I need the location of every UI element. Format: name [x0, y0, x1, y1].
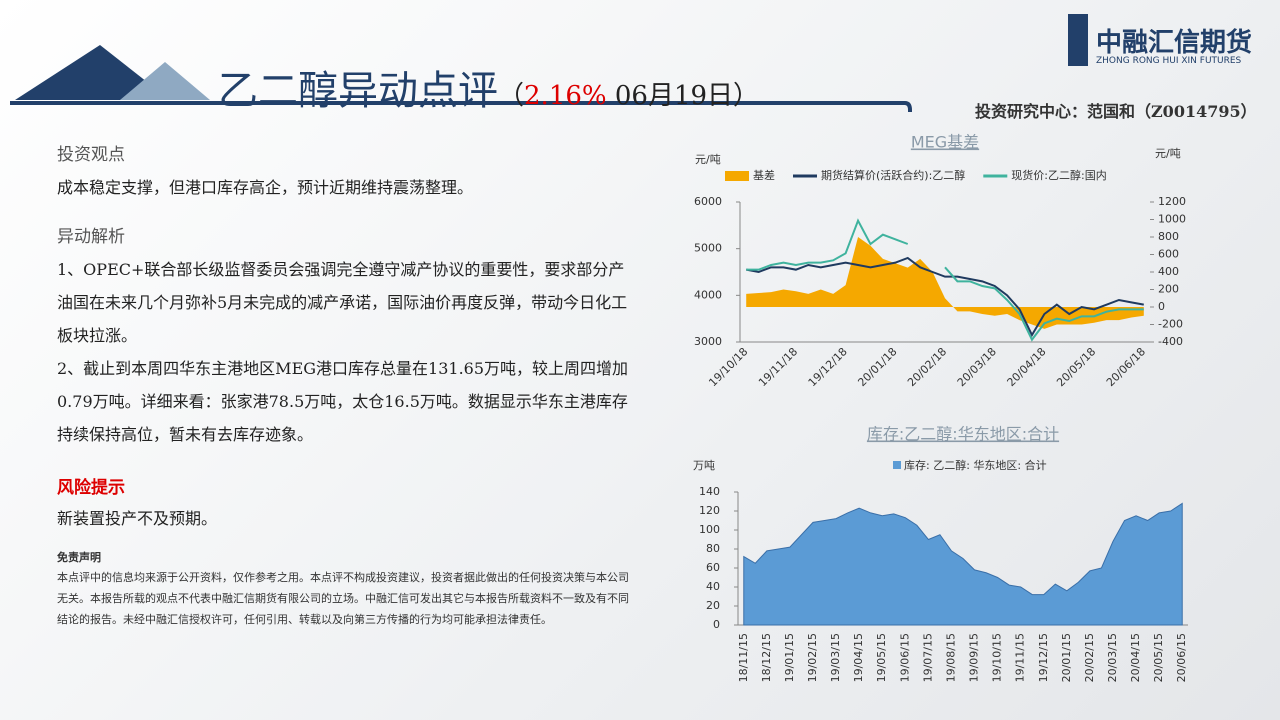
y-tick-label: 140: [699, 485, 720, 498]
logo-cn: 中融汇信期货: [1096, 28, 1253, 58]
y-tick-label: 0: [713, 618, 720, 631]
x-tick-label: 18/11/15: [737, 633, 750, 682]
legend-label: 库存: 乙二醇: 华东地区: 合计: [904, 458, 1047, 472]
y2-tick-label: 600: [1158, 248, 1179, 261]
paragraph: 新装置投产不及预期。: [57, 509, 218, 528]
x-tick-label: 19/10/18: [706, 345, 750, 389]
x-tick-label: 20/05/18: [1054, 345, 1098, 389]
x-tick-label: 19/05/15: [875, 633, 888, 682]
x-tick-label: 19/01/15: [783, 633, 796, 682]
section-title: 投资观点: [57, 145, 125, 165]
body: 投资观点 成本稳定支撑，但港口库存高企，预计近期维持震荡整理。 异动解析 1、O…: [57, 140, 632, 630]
deco: [15, 45, 170, 100]
x-tick-label: 19/11/15: [1014, 633, 1027, 682]
paragraph: 2、截止到本周四华东主港地区MEG港口库存总量在131.65万吨，较上周四增加0…: [57, 359, 629, 444]
legend-label: 基差: [753, 168, 775, 182]
y-axis-label: 万吨: [693, 459, 715, 472]
y-tick-label: 120: [699, 504, 720, 517]
section-title: 风险提示: [57, 478, 125, 498]
y-tick-label: 40: [706, 580, 720, 593]
y2-tick-label: 1200: [1158, 195, 1186, 208]
x-tick-label: 19/12/18: [806, 345, 850, 389]
y2-tick-label: 400: [1158, 265, 1179, 278]
area: [746, 237, 1144, 329]
header-line: [10, 101, 912, 112]
x-tick-label: 19/07/15: [921, 633, 934, 682]
line: [746, 218, 1144, 342]
x-tick-label: 19/11/18: [756, 345, 800, 389]
disclaimer: 本点评中的信息均来源于公开资料，仅作参考之用。本点评不构成投资建议，投资者据此做…: [57, 571, 629, 626]
y2-tick-label: -200: [1158, 318, 1183, 331]
x-tick-label: 18/12/15: [760, 633, 773, 682]
y-tick-label: 80: [706, 542, 720, 555]
x-tick-label: 20/02/15: [1083, 633, 1096, 682]
y-tick-label: 100: [699, 523, 720, 536]
y2-tick-label: 200: [1158, 283, 1179, 296]
x-tick-label: 20/04/15: [1129, 633, 1142, 682]
y2-tick-label: -400: [1158, 335, 1183, 348]
x-tick-label: 20/03/18: [955, 345, 999, 389]
legend-swatch: [725, 171, 749, 181]
y2-tick-label: 0: [1158, 300, 1165, 313]
x-tick-label: 20/06/18: [1104, 345, 1148, 389]
paragraph: 1、OPEC+联合部长级监督委员会强调完全遵守减产协议的重要性，要求部分产油国在…: [57, 260, 628, 345]
chart-title: MEG基差: [911, 133, 979, 152]
x-tick-label: 20/01/18: [855, 345, 899, 389]
x-tick-label: 20/01/15: [1060, 633, 1073, 682]
x-tick-label: 19/10/15: [991, 633, 1004, 682]
y-tick-label: 20: [706, 599, 720, 612]
y2-tick-label: 800: [1158, 230, 1179, 243]
x-tick-label: 19/04/15: [852, 633, 865, 682]
y2-axis-label: 元/吨: [1155, 147, 1181, 160]
x-tick-label: 20/04/18: [1005, 345, 1049, 389]
title-text: 乙二醇异动点评: [218, 68, 498, 114]
section-title: 异动解析: [57, 227, 125, 247]
y-tick-label: 5000: [694, 242, 722, 255]
x-tick-label: 20/05/15: [1152, 633, 1165, 682]
y-tick-label: 6000: [694, 195, 722, 208]
x-tick-label: 19/08/15: [944, 633, 957, 682]
paragraph: 成本稳定支撑，但港口库存高企，预计近期维持震荡整理。: [57, 178, 474, 197]
title: 乙二醇异动点评（2.16% 06月19日）: [218, 58, 759, 116]
legend-swatch: [893, 461, 901, 469]
author: 投资研究中心：范国和（Z0014795）: [975, 102, 1257, 121]
legend-label: 现货价:乙二醇:国内: [1011, 168, 1106, 182]
y-axis-label: 元/吨: [695, 153, 721, 166]
line: [746, 256, 1144, 338]
x-tick-label: 19/02/15: [806, 633, 819, 682]
chart-title: 库存:乙二醇:华东地区:合计: [867, 425, 1059, 444]
date: 06月19日）: [614, 81, 760, 111]
paren: （: [498, 81, 525, 111]
y-tick-label: 60: [706, 561, 720, 574]
x-tick-label: 19/06/15: [898, 633, 911, 682]
area: [743, 502, 1183, 626]
change: 2.16%: [524, 81, 607, 111]
x-tick-label: 20/06/15: [1175, 633, 1188, 682]
x-tick-label: 19/09/15: [968, 633, 981, 682]
logo-en: ZHONG RONG HUI XIN FUTURES: [1096, 56, 1242, 66]
y-tick-label: 4000: [694, 288, 722, 301]
y2-tick-label: 1000: [1158, 213, 1186, 226]
logo-mark: [1068, 14, 1088, 66]
legend-label: 期货结算价(活跃合约):乙二醇: [821, 168, 965, 182]
deco: [120, 62, 210, 100]
x-tick-label: 20/03/15: [1106, 633, 1119, 682]
disclaimer-title: 免责声明: [57, 551, 101, 564]
x-tick-label: 20/02/18: [905, 345, 949, 389]
x-tick-label: 19/12/15: [1037, 633, 1050, 682]
x-tick-label: 19/03/15: [829, 633, 842, 682]
y-tick-label: 3000: [694, 335, 722, 348]
